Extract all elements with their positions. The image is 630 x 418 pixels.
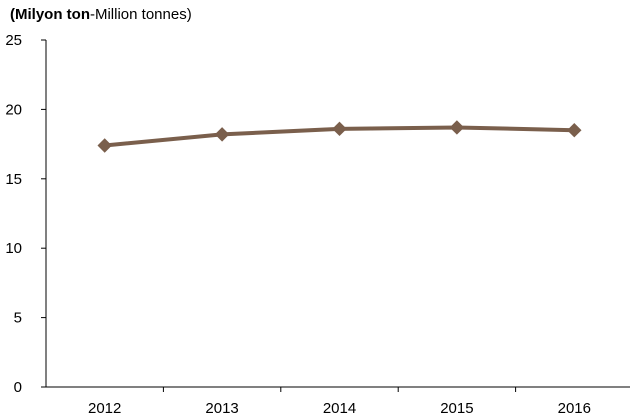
y-tick-label: 5 xyxy=(14,310,22,327)
x-tick-label: 2013 xyxy=(205,400,238,417)
tick-labels: 0 5 10 15 20 25 2012 2013 2014 2015 2016 xyxy=(5,32,591,417)
data-point-marker xyxy=(332,121,347,137)
x-tick-label: 2016 xyxy=(558,400,591,417)
y-tick-label: 25 xyxy=(5,32,22,49)
y-tick-label: 20 xyxy=(5,101,22,118)
unit-label-regular: -Million tonnes) xyxy=(89,6,192,23)
axes xyxy=(41,39,630,392)
y-tick-label: 0 xyxy=(14,379,22,396)
data-point-marker xyxy=(214,127,230,142)
data-point-marker xyxy=(449,120,465,135)
y-tick-label: 10 xyxy=(5,240,22,257)
data-point-marker xyxy=(567,123,582,138)
x-tick-label: 2012 xyxy=(88,400,121,417)
series-layer xyxy=(97,120,582,153)
unit-label: (Milyon ton-Million tonnes) xyxy=(10,6,192,24)
x-tick-label: 2014 xyxy=(323,400,356,417)
x-tick-label: 2015 xyxy=(440,400,473,417)
unit-label-bold: (Milyon ton xyxy=(10,6,90,23)
data-point-marker xyxy=(97,138,112,153)
y-tick-label: 15 xyxy=(5,171,22,188)
